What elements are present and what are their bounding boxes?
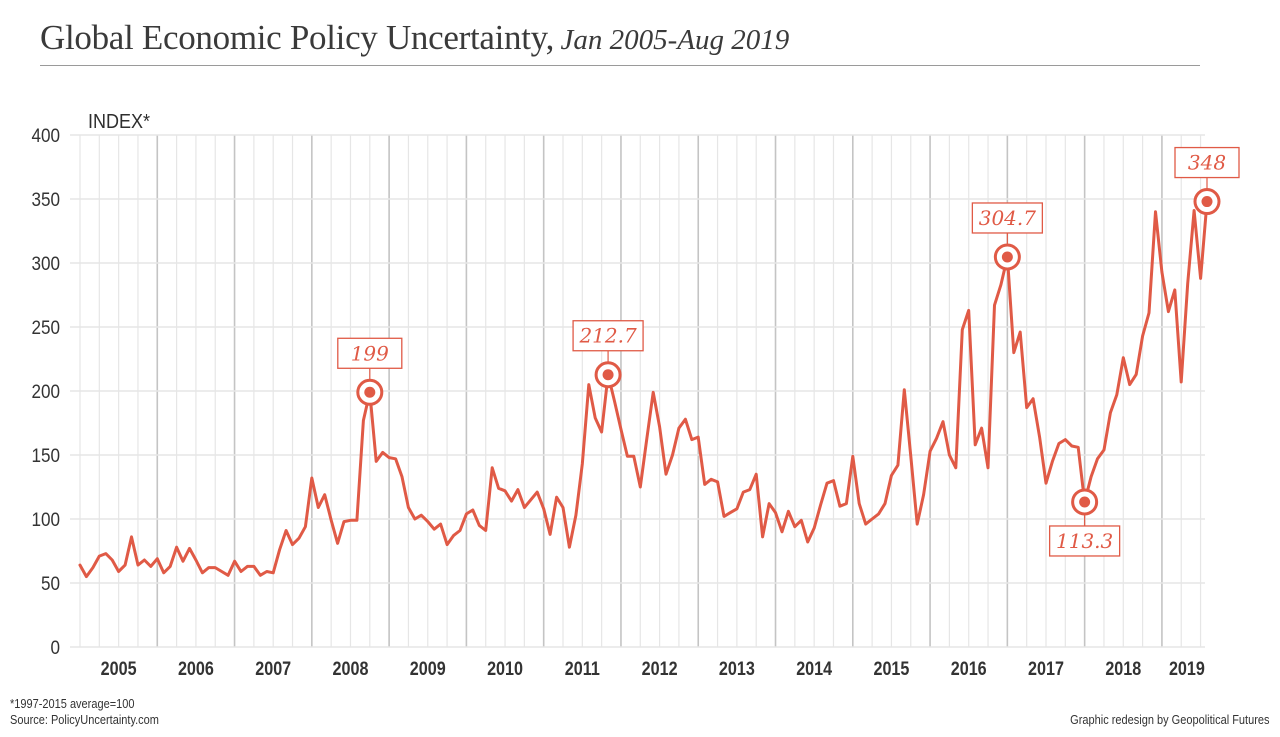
index-footnote: *1997-2015 average=100 (10, 697, 135, 711)
x-tick-label: 2012 (642, 658, 678, 680)
highlight-dot (1001, 251, 1013, 263)
annotation-callout: 348 (1174, 146, 1240, 216)
callout-box (337, 337, 403, 369)
x-tick-label: 2010 (487, 658, 523, 680)
annotation-callout: 304.7 (971, 202, 1044, 271)
annotation-callout: 212.7 (572, 320, 644, 389)
y-tick-label: 100 (31, 509, 60, 530)
x-tick-label: 2016 (951, 658, 987, 680)
highlight-dot (1201, 196, 1213, 208)
y-tick-label: 50 (41, 573, 60, 594)
highlight-dot (602, 369, 614, 381)
x-tick-label: 2018 (1105, 658, 1141, 680)
title-main: Global Economic Policy Uncertainty, (40, 18, 555, 57)
y-tick-label: 300 (31, 253, 60, 274)
y-axis-tick-labels: 0 50 100 150 200 250 300 350 400 (31, 125, 60, 658)
title-date-range: Jan 2005-Aug 2019 (560, 24, 790, 56)
y-tick-label: 250 (31, 317, 60, 338)
x-tick-label: 2014 (796, 658, 832, 680)
highlight-dot (364, 386, 376, 398)
x-tick-label: 2019 (1169, 658, 1205, 680)
series-line (78, 200, 1209, 579)
callout-value: 199 (351, 341, 389, 365)
x-tick-label: 2006 (178, 658, 214, 680)
annotation-callout: 113.3 (1048, 488, 1121, 557)
y-tick-label: 200 (31, 381, 60, 402)
x-tick-label: 2013 (719, 658, 755, 680)
annotation-callout: 199 (337, 337, 403, 406)
callout-box (1174, 146, 1240, 179)
callout-value: 348 (1188, 151, 1226, 175)
callout-value: 212.7 (578, 324, 637, 348)
x-tick-label: 2009 (410, 658, 446, 680)
y-tick-label: 150 (31, 445, 60, 466)
x-tick-label: 2007 (255, 658, 291, 680)
x-tick-label: 2015 (873, 658, 909, 680)
data-series (78, 200, 1209, 579)
callout-box (971, 202, 1044, 234)
x-tick-label: 2011 (565, 658, 600, 680)
x-axis-year-labels: 2005 2006 2007 2008 2009 2010 2011 2012 2013 2014… (101, 658, 1205, 680)
source-note: Source: PolicyUncertainty.com (10, 713, 159, 727)
y-tick-label: 400 (31, 125, 60, 146)
highlight-dot (1079, 496, 1091, 508)
callout-value: 113.3 (1056, 529, 1113, 553)
x-tick-label: 2008 (333, 658, 369, 680)
chart-title: Global Economic Policy Uncertainty, Jan … (40, 18, 789, 58)
x-tick-label: 2005 (101, 658, 137, 680)
y-axis-label: INDEX* (88, 111, 151, 133)
y-tick-label: 0 (50, 637, 60, 658)
callout-box (1048, 525, 1121, 557)
credit-note: Graphic redesign by Geopolitical Futures (1070, 713, 1270, 727)
annotations: 199 212.7 304.7 113.3 348 (337, 146, 1240, 557)
y-tick-label: 350 (31, 189, 60, 210)
callout-value: 304.7 (979, 206, 1037, 230)
x-tick-label: 2017 (1028, 658, 1064, 680)
callout-box (572, 320, 644, 352)
title-divider (40, 65, 1200, 66)
